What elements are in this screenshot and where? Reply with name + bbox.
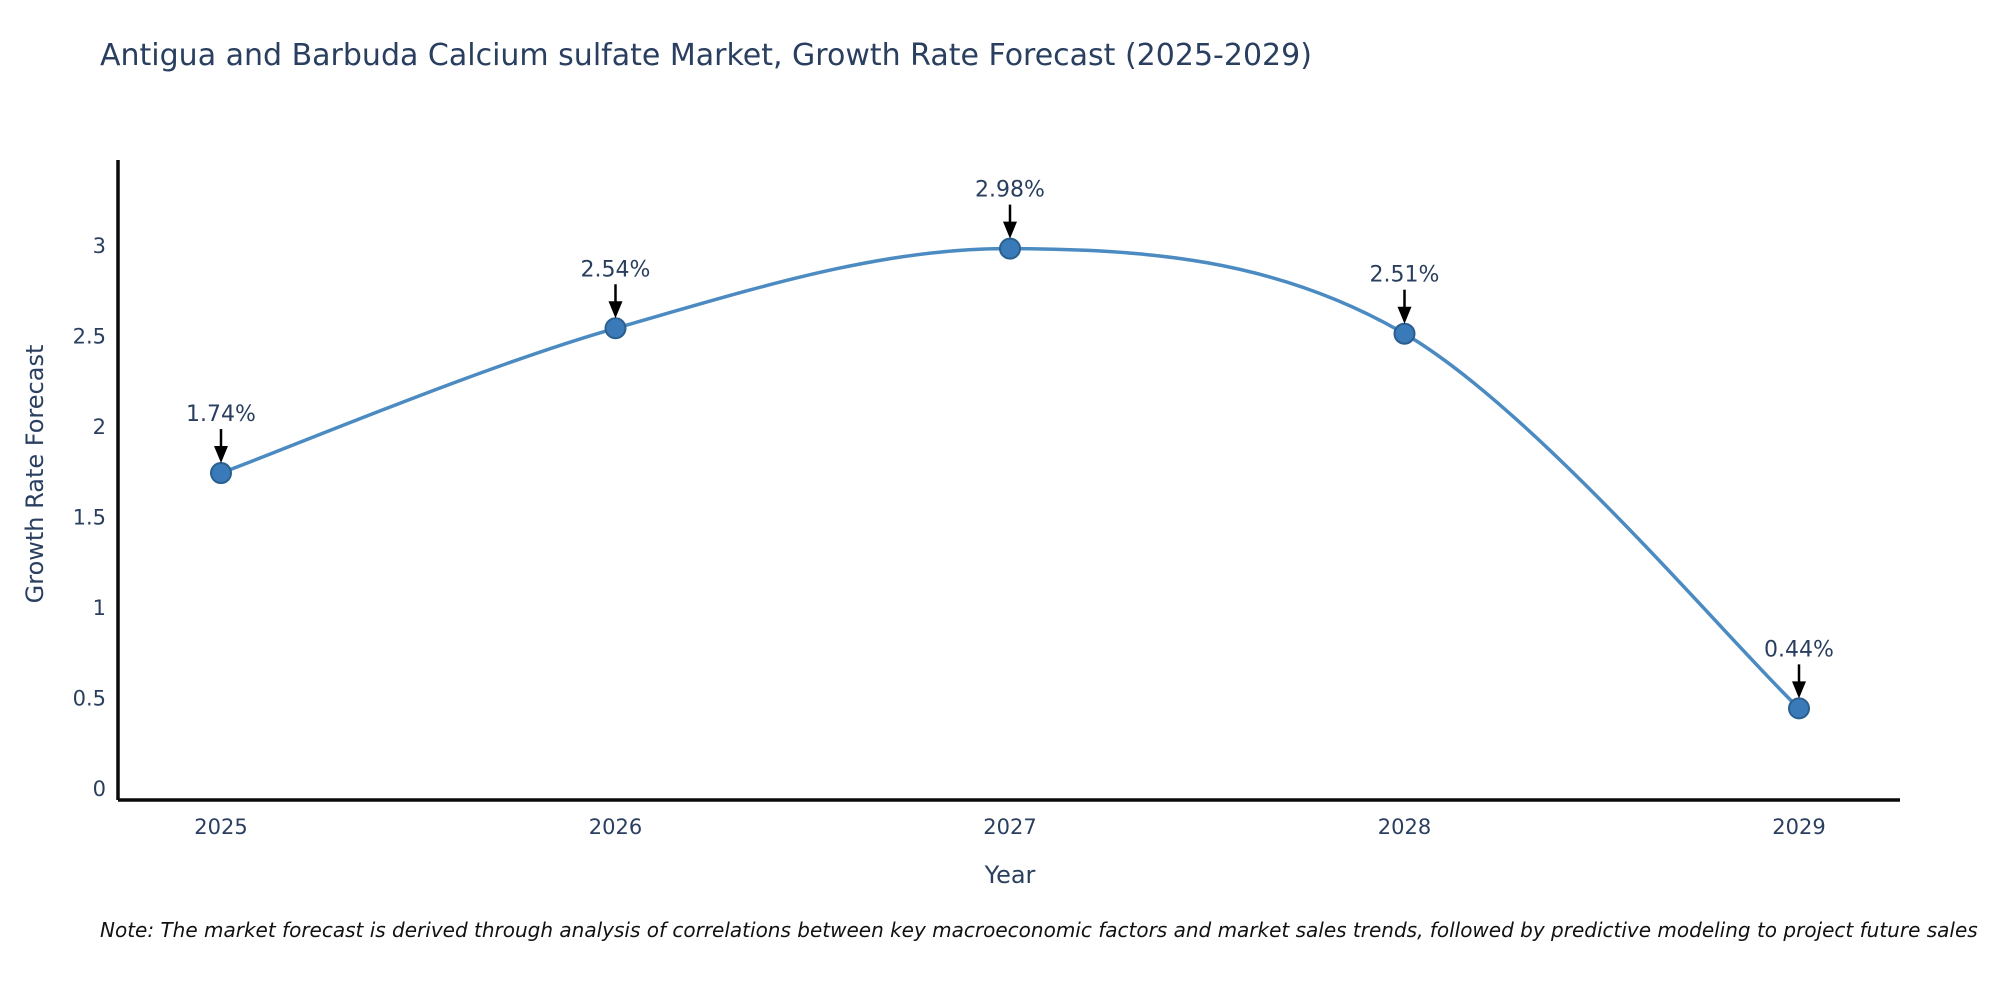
y-tick-label: 0 [93, 777, 106, 801]
annotation-label: 2.54% [581, 257, 651, 282]
y-tick-label: 2.5 [73, 325, 106, 349]
x-tick-label: 2029 [1772, 815, 1825, 839]
annotation-label: 1.74% [186, 402, 256, 427]
y-tick-label: 1.5 [73, 506, 106, 530]
x-axis-title: Year [984, 861, 1036, 889]
y-tick-label: 0.5 [73, 687, 106, 711]
data-point[interactable] [1788, 697, 1810, 720]
x-tick-label: 2028 [1378, 815, 1431, 839]
annotation-arrowhead [214, 446, 228, 464]
data-point[interactable] [1393, 322, 1416, 345]
data-point[interactable] [604, 317, 627, 340]
x-tick-label: 2027 [983, 815, 1036, 839]
annotation-label: 0.44% [1764, 637, 1834, 662]
annotation-arrowhead [1003, 221, 1017, 239]
data-point[interactable] [999, 237, 1021, 260]
annotation-arrowhead [608, 301, 623, 319]
x-tick-label: 2026 [589, 815, 642, 839]
data-point[interactable] [210, 462, 232, 485]
trend-line [220, 246, 1801, 710]
footnote: Note: The market forecast is derived thr… [100, 918, 1978, 942]
y-tick-label: 3 [93, 234, 106, 258]
chart-title: Antigua and Barbuda Calcium sulfate Mark… [100, 38, 1312, 73]
x-tick-label: 2025 [194, 815, 247, 839]
annotation-label: 2.98% [975, 178, 1045, 203]
annotation-arrowhead [1397, 306, 1412, 324]
y-tick-label: 1 [93, 596, 106, 620]
y-tick-label: 2 [93, 415, 106, 439]
annotation-arrowhead [1792, 681, 1806, 699]
annotation-label: 2.51% [1370, 263, 1440, 288]
